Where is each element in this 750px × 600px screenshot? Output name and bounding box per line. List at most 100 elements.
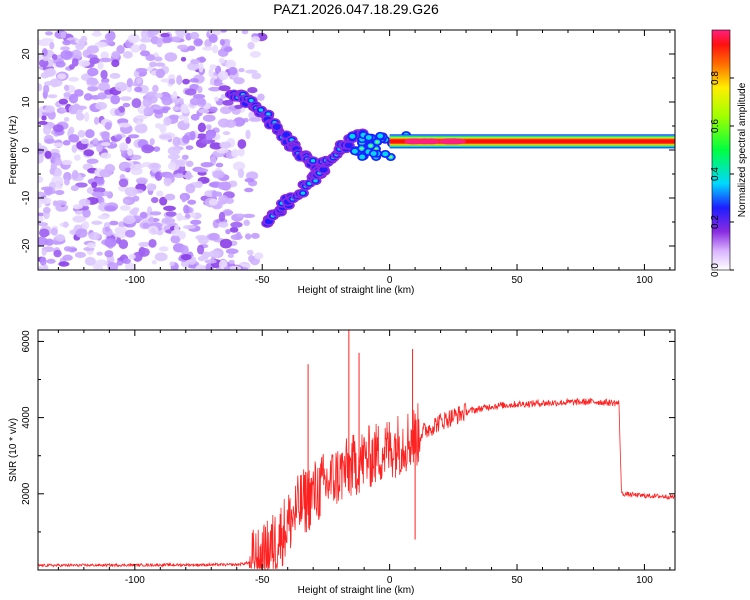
noise-blob (62, 254, 73, 261)
noise-blob (82, 208, 91, 218)
noise-blob (205, 124, 212, 130)
noise-blob (167, 146, 181, 156)
ascending-branch-core (313, 179, 318, 183)
noise-blob (50, 227, 58, 236)
noise-blob (86, 158, 99, 164)
noise-blob (227, 253, 235, 259)
noise-blob (164, 52, 178, 62)
noise-blob (247, 41, 255, 50)
noise-blob (119, 96, 132, 101)
noise-blob (93, 116, 100, 125)
noise-blob (97, 61, 104, 70)
noise-blob (228, 259, 235, 265)
noise-blob (218, 85, 231, 92)
noise-blob (68, 76, 79, 82)
noise-blob (219, 38, 226, 46)
noise-blob (208, 68, 214, 78)
spectrogram-y-label: Frequency (Hz) (8, 116, 19, 185)
noise-blob (62, 221, 69, 228)
noise-blob (185, 171, 192, 180)
noise-blob (104, 237, 117, 248)
noise-blob (222, 131, 231, 136)
noise-blob (147, 66, 153, 72)
snr-x-label: Height of straight line (km) (298, 585, 415, 596)
noise-blob (127, 148, 133, 156)
noise-blob (38, 59, 49, 68)
noise-blob (42, 264, 49, 270)
noise-blob (172, 90, 178, 101)
noise-blob (107, 262, 119, 270)
noise-blob (100, 77, 110, 84)
colorbar-ticks: 0.0 0.2 0.4 0.6 0.8 (710, 71, 734, 277)
noise-blob (134, 86, 143, 93)
noise-blob (83, 149, 95, 157)
noise-blob (198, 62, 204, 73)
noise-blob (233, 77, 245, 85)
noise-blob (232, 161, 246, 171)
noise-blob (84, 256, 96, 266)
noise-blob (143, 106, 154, 116)
cluster-mid (351, 148, 358, 154)
colorbar: 0.0 0.2 0.4 0.6 0.8 Normalized spectral ampl… (710, 29, 748, 277)
noise-blob (257, 93, 265, 101)
x-tick-label: 100 (636, 275, 653, 286)
noise-blob (155, 68, 166, 79)
noise-blob (234, 104, 243, 109)
noise-blob (163, 205, 176, 212)
noise-blob (244, 233, 252, 240)
noise-blob (215, 162, 224, 168)
noise-blob (135, 114, 148, 120)
noise-blob (219, 30, 227, 33)
noise-blob (95, 101, 108, 110)
noise-blob (104, 226, 111, 232)
noise-blob (154, 252, 168, 262)
noise-blob (136, 77, 143, 84)
cluster-mid (382, 151, 389, 157)
noise-blob (189, 78, 200, 83)
noise-blob (74, 89, 84, 97)
noise-blob (44, 31, 53, 36)
noise-blob (124, 187, 138, 197)
noise-blob (72, 204, 83, 210)
noise-blob (225, 228, 231, 235)
spectrogram-x-label: Height of straight line (km) (298, 285, 415, 296)
noise-blob (198, 108, 210, 114)
ascending-branch-mid (319, 166, 328, 173)
noise-blob (118, 239, 129, 250)
noise-blob (162, 36, 173, 44)
snr-y-label: SNR (10 * v/v) (8, 418, 19, 482)
colorbar-label: Normalized spectral amplitude (737, 82, 748, 217)
noise-blob (190, 113, 200, 121)
ascending-branch-core (300, 191, 306, 195)
noise-blob (114, 108, 120, 116)
noise-blob (199, 98, 206, 106)
noise-blob (114, 81, 128, 92)
noise-blob (107, 35, 114, 45)
noise-blob (185, 145, 194, 150)
noise-blob (127, 33, 140, 44)
noise-blob (177, 44, 189, 50)
noise-blob (208, 232, 220, 241)
noise-blob (138, 241, 152, 247)
noise-blob (173, 173, 185, 179)
noise-blob (195, 133, 209, 140)
noise-blob (223, 266, 231, 270)
noise-blob (111, 59, 120, 68)
noise-blob (237, 139, 247, 149)
snr-panel: -100 -50 0 50 100 2000 4000 6000 Height of stra… (8, 329, 676, 596)
noise-blob (91, 181, 98, 189)
colorbar-tick-label: 0.6 (710, 119, 721, 133)
noise-blob (237, 147, 245, 157)
noise-blob (246, 171, 259, 180)
noise-blob (80, 138, 89, 145)
noise-blob (138, 247, 150, 257)
noise-blob (126, 78, 133, 88)
noise-blob (183, 204, 190, 214)
noise-blob (155, 92, 163, 99)
noise-blob (123, 198, 130, 205)
noise-blob (180, 245, 189, 256)
noise-blob (148, 225, 159, 236)
noise-blob (221, 181, 232, 191)
noise-blob (133, 163, 145, 169)
noise-blob (181, 154, 189, 160)
